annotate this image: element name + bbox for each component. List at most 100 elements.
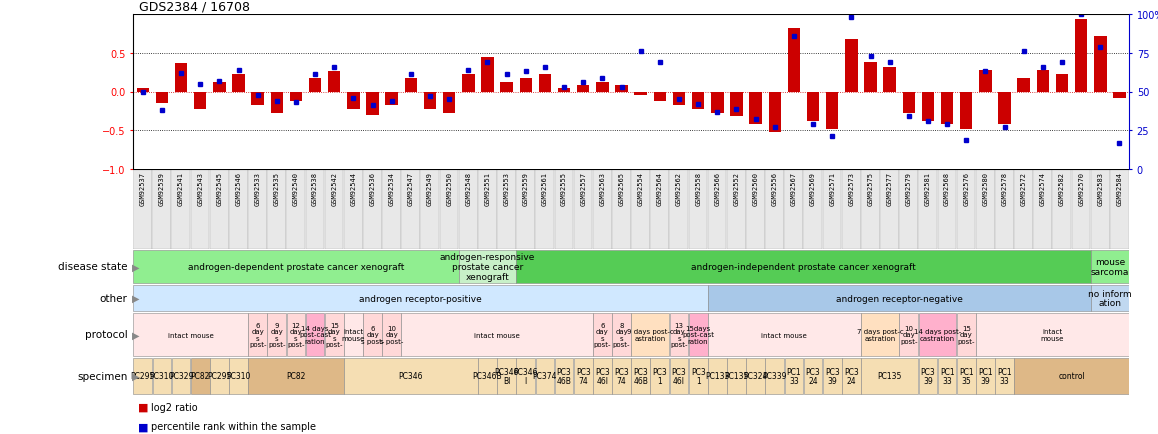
Text: GSM92576: GSM92576 — [963, 172, 969, 206]
Text: GSM92537: GSM92537 — [140, 172, 146, 206]
Text: 7 days post-c
astration: 7 days post-c astration — [857, 329, 903, 341]
Text: PC82: PC82 — [286, 372, 306, 381]
Text: ▶: ▶ — [132, 371, 139, 381]
FancyBboxPatch shape — [574, 358, 593, 395]
FancyBboxPatch shape — [153, 170, 171, 250]
Text: GSM92535: GSM92535 — [273, 172, 280, 206]
FancyBboxPatch shape — [593, 358, 611, 395]
Text: androgen-responsive
prostate cancer
xenograft: androgen-responsive prostate cancer xeno… — [440, 253, 535, 281]
FancyBboxPatch shape — [535, 358, 555, 395]
FancyBboxPatch shape — [535, 170, 555, 250]
Text: GSM92533: GSM92533 — [255, 172, 261, 206]
FancyBboxPatch shape — [651, 358, 669, 395]
FancyBboxPatch shape — [746, 358, 765, 395]
FancyBboxPatch shape — [306, 170, 324, 250]
Text: PC339: PC339 — [762, 372, 787, 381]
Text: PC324: PC324 — [743, 372, 768, 381]
Bar — [635, 92, 647, 95]
FancyBboxPatch shape — [459, 170, 477, 250]
FancyBboxPatch shape — [171, 358, 190, 395]
FancyBboxPatch shape — [306, 313, 324, 356]
Bar — [998, 92, 1011, 125]
Text: androgen-independent prostate cancer xenograft: androgen-independent prostate cancer xen… — [691, 263, 916, 271]
FancyBboxPatch shape — [440, 170, 459, 250]
Text: GSM92574: GSM92574 — [1040, 172, 1046, 206]
FancyBboxPatch shape — [842, 170, 860, 250]
FancyBboxPatch shape — [746, 170, 764, 250]
Text: GSM92584: GSM92584 — [1116, 172, 1122, 206]
Bar — [1113, 92, 1126, 99]
Text: GSM92554: GSM92554 — [638, 172, 644, 206]
Text: PC1
39: PC1 39 — [979, 367, 992, 385]
Bar — [1036, 71, 1049, 92]
Text: PC133: PC133 — [705, 372, 730, 381]
FancyBboxPatch shape — [573, 170, 593, 250]
Text: GSM92567: GSM92567 — [791, 172, 797, 206]
Text: PC135: PC135 — [724, 372, 748, 381]
Text: other: other — [100, 293, 127, 303]
FancyBboxPatch shape — [267, 170, 286, 250]
Text: GSM92555: GSM92555 — [562, 172, 567, 206]
FancyBboxPatch shape — [938, 358, 957, 395]
Text: specimen: specimen — [76, 371, 127, 381]
Text: GSM92561: GSM92561 — [542, 172, 548, 206]
FancyBboxPatch shape — [324, 170, 344, 250]
FancyBboxPatch shape — [133, 313, 248, 356]
Text: 13
day
s
post-: 13 day s post- — [670, 322, 688, 348]
Bar — [328, 72, 340, 92]
FancyBboxPatch shape — [1014, 170, 1033, 250]
FancyBboxPatch shape — [918, 358, 937, 395]
Text: PC3
24: PC3 24 — [806, 367, 820, 385]
Text: GSM92566: GSM92566 — [714, 172, 720, 206]
FancyBboxPatch shape — [918, 170, 937, 250]
Text: 9
day
s
post-: 9 day s post- — [267, 322, 286, 348]
Text: percentile rank within the sample: percentile rank within the sample — [151, 421, 316, 431]
FancyBboxPatch shape — [191, 358, 210, 395]
Text: GSM92581: GSM92581 — [925, 172, 931, 206]
Text: PC1
33: PC1 33 — [786, 367, 801, 385]
Text: 14 days
post-cast
ration: 14 days post-cast ration — [299, 325, 331, 344]
Text: GSM92569: GSM92569 — [811, 172, 816, 206]
FancyBboxPatch shape — [804, 170, 822, 250]
FancyBboxPatch shape — [823, 358, 842, 395]
Bar — [558, 89, 570, 92]
FancyBboxPatch shape — [669, 358, 688, 395]
Text: intact
mouse: intact mouse — [1041, 329, 1064, 341]
FancyBboxPatch shape — [593, 170, 611, 250]
Text: PC3
39: PC3 39 — [824, 367, 840, 385]
Text: 8
day
s
post-: 8 day s post- — [613, 322, 630, 348]
FancyBboxPatch shape — [248, 358, 344, 395]
Bar — [884, 68, 896, 92]
Text: GSM92563: GSM92563 — [600, 172, 606, 206]
Bar — [233, 75, 244, 92]
Text: GSM92572: GSM92572 — [1020, 172, 1027, 206]
FancyBboxPatch shape — [459, 250, 516, 284]
FancyBboxPatch shape — [727, 358, 746, 395]
FancyBboxPatch shape — [651, 170, 669, 250]
FancyBboxPatch shape — [133, 170, 152, 250]
FancyBboxPatch shape — [325, 313, 344, 356]
Bar — [137, 89, 149, 92]
FancyBboxPatch shape — [402, 313, 593, 356]
Text: androgen receptor-negative: androgen receptor-negative — [836, 294, 962, 303]
Text: intact mouse: intact mouse — [762, 332, 807, 338]
Text: PC346B: PC346B — [472, 372, 503, 381]
Text: PC329: PC329 — [169, 372, 193, 381]
Text: mouse
sarcoma: mouse sarcoma — [1091, 257, 1129, 276]
Text: GSM92538: GSM92538 — [313, 172, 318, 206]
FancyBboxPatch shape — [1071, 170, 1091, 250]
FancyBboxPatch shape — [880, 170, 899, 250]
Text: GSM92575: GSM92575 — [867, 172, 873, 206]
Text: ■: ■ — [138, 421, 148, 431]
Text: 6
day
s post-: 6 day s post- — [361, 325, 384, 344]
Text: GDS2384 / 16708: GDS2384 / 16708 — [139, 0, 250, 13]
FancyBboxPatch shape — [784, 170, 804, 250]
FancyBboxPatch shape — [267, 313, 286, 356]
Bar — [175, 64, 188, 92]
Text: GSM92548: GSM92548 — [466, 172, 471, 206]
Text: GSM92534: GSM92534 — [389, 172, 395, 206]
Text: GSM92556: GSM92556 — [771, 172, 778, 206]
Text: GSM92551: GSM92551 — [484, 172, 491, 206]
Text: GSM92568: GSM92568 — [944, 172, 950, 206]
Text: PC3
1: PC3 1 — [652, 367, 667, 385]
